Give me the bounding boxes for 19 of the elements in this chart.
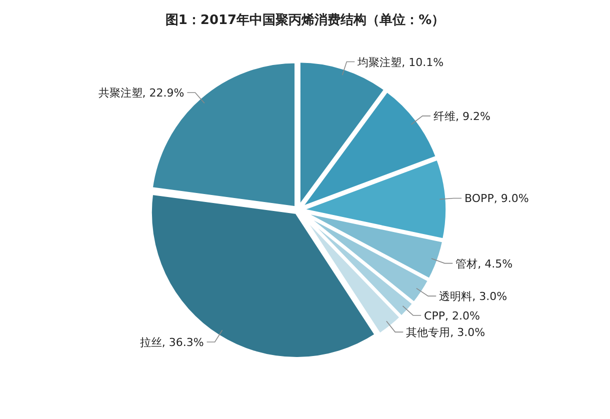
slice-label: 其他专用 bbox=[406, 326, 450, 340]
data-label: , 3.0% bbox=[450, 326, 486, 340]
data-label: , 22.9% bbox=[142, 86, 184, 100]
slice-label: 拉丝 bbox=[140, 336, 162, 349]
data-label: , 9.2% bbox=[455, 110, 490, 123]
data-label: , 2.0% bbox=[445, 309, 480, 322]
slice-label: 管材 bbox=[456, 257, 478, 270]
slice-label: BOPP bbox=[464, 192, 494, 206]
slice-label: 纤维 bbox=[433, 110, 456, 123]
data-label: , 3.0% bbox=[472, 290, 508, 304]
slice-label: 共聚注塑 bbox=[98, 86, 142, 100]
slice-label: 透明料 bbox=[439, 290, 472, 304]
data-label: , 4.5% bbox=[478, 257, 513, 270]
data-label: , 36.3% bbox=[162, 336, 204, 349]
data-label: , 10.1% bbox=[402, 56, 444, 69]
slice-label: 均聚注塑 bbox=[356, 56, 402, 69]
slice-label: CPP bbox=[424, 309, 446, 322]
chart-title: 图1：2017年中国聚丙烯消费结构（单位：%） bbox=[165, 12, 445, 28]
data-label: , 9.0% bbox=[494, 192, 529, 206]
